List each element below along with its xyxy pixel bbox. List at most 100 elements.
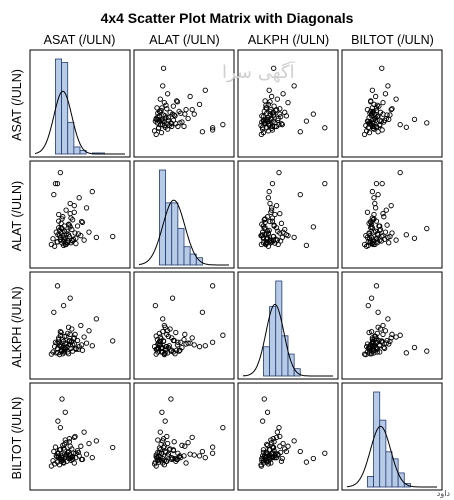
data-point [177,453,183,459]
data-point [382,91,389,97]
data-point [157,454,163,460]
data-point [69,238,76,244]
data-point [93,438,100,444]
data-point [151,128,158,134]
data-point [262,453,268,459]
data-point [164,91,171,97]
data-point [168,396,174,402]
data-point [268,93,275,100]
data-point [377,223,383,229]
data-point [265,195,272,201]
data-point [277,443,283,449]
data-point [370,338,376,345]
data-point [322,125,328,131]
data-point [191,111,197,117]
data-point [369,335,376,341]
data-point [209,444,216,450]
data-point [56,455,62,461]
data-point [269,180,276,187]
histogram-bar-alkph [287,353,295,377]
data-point [274,96,281,102]
data-point [263,102,269,108]
data-point [183,460,189,466]
data-point [199,129,206,135]
data-point [83,451,90,457]
data-point [277,210,283,217]
data-point [322,450,328,456]
data-point [76,453,82,459]
data-point [58,230,64,236]
histogram-bar-alat [195,257,203,266]
data-point [303,459,310,465]
data-point [411,116,418,123]
data-point [51,192,57,198]
data-point [291,438,297,444]
panel-asat-alat [133,49,235,158]
data-point [83,340,90,346]
data-point [364,341,371,347]
data-point [66,222,73,228]
data-point [67,200,73,207]
data-point [187,340,193,346]
normal-curve-biltot [346,425,437,488]
data-point [389,331,395,337]
data-point [375,113,381,119]
data-point [387,338,393,345]
data-point [69,237,75,243]
data-point [291,234,297,241]
data-point [176,348,182,354]
data-point [264,450,270,456]
data-point [262,216,268,222]
data-point [382,328,389,334]
data-point [260,447,267,453]
data-point [56,225,62,231]
data-point [164,433,170,440]
data-point [373,180,380,187]
data-point [69,338,75,345]
data-point [164,121,170,127]
data-point [272,211,278,218]
data-point [71,335,77,341]
histogram-bar-alkph [263,346,270,377]
data-point [381,345,388,352]
data-point [72,230,78,236]
panel-biltot-asat [29,382,131,491]
data-point [162,418,168,424]
data-point [389,106,395,112]
data-point [270,237,276,243]
column-label-alkph: ALKPH (/ULN) [247,33,330,47]
data-point [56,211,62,218]
data-point [202,343,208,349]
data-point [372,93,379,100]
data-point [372,205,379,211]
data-point [173,329,179,336]
data-point [375,309,381,315]
data-point [62,341,68,347]
data-point [266,87,272,93]
data-point [81,429,87,435]
data-point [370,239,376,245]
data-point [155,125,162,131]
data-point [58,329,64,336]
data-point [58,344,64,350]
data-point [384,222,390,228]
data-point [280,440,286,447]
data-point [379,180,385,187]
data-point [282,226,288,233]
data-point [262,120,268,126]
data-point [273,107,280,113]
data-point [220,332,226,338]
normal-curve-alkph [242,304,333,377]
histogram-bar-alat [171,202,179,266]
histogram-bar-biltot [367,476,374,488]
data-point [369,188,376,195]
data-point [378,338,385,345]
data-point [60,303,67,309]
data-point [385,83,391,89]
data-point [275,115,281,122]
data-point [153,333,159,339]
data-point [303,242,310,249]
data-point [196,344,203,350]
data-point [169,455,175,461]
normal-curve-alat [138,199,229,266]
